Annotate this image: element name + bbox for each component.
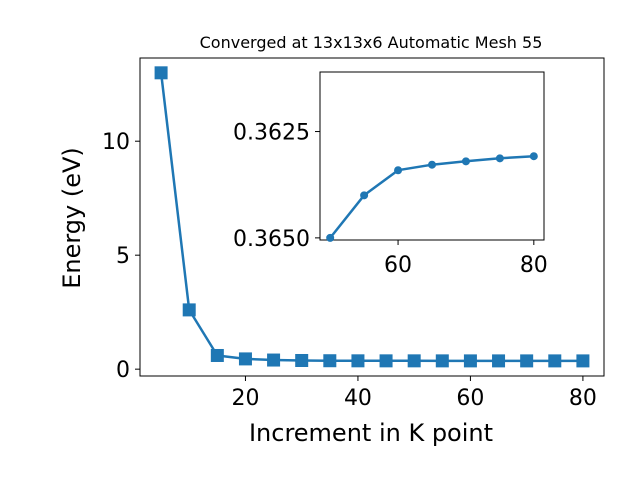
data-point	[407, 354, 421, 368]
x-tick-label: 20	[231, 386, 259, 411]
data-point	[492, 354, 506, 368]
inset-data-point	[461, 157, 470, 166]
inset-x-tick-label: 60	[384, 253, 412, 278]
inset-data-point	[394, 166, 403, 175]
x-tick-label: 60	[456, 386, 484, 411]
y-tick-label: 5	[116, 244, 130, 269]
inset-data-point	[326, 233, 335, 242]
main-series	[154, 66, 590, 368]
inset-ticks: 60 80 0.3625 0.3650	[233, 121, 548, 278]
inset-y-tick-label: 0.3650	[233, 227, 310, 252]
x-tick-label: 40	[344, 386, 372, 411]
inset-series	[326, 152, 538, 242]
inset-plot-frame	[319, 71, 545, 241]
inset-axes: 60 80 0.3625 0.3650	[233, 71, 548, 278]
inset-data-point	[495, 154, 504, 163]
inset-data-point	[360, 191, 369, 200]
data-point	[548, 354, 562, 368]
y-tick-label: 10	[102, 130, 130, 155]
data-point	[379, 354, 393, 368]
x-tick-label: 80	[569, 386, 597, 411]
inset-data-point	[529, 152, 538, 161]
inset-x-tick-label: 80	[520, 253, 548, 278]
series-line	[159, 72, 583, 363]
inset-y-tick-label: 0.3625	[233, 121, 310, 146]
x-axis-label: Increment in K point	[249, 419, 493, 447]
data-point	[520, 354, 534, 368]
data-point	[323, 354, 337, 368]
main-axes: 20 40 60 80 0 5 10	[102, 57, 605, 411]
data-point	[154, 66, 168, 80]
inset-data-point	[428, 160, 436, 169]
main-plot-frame	[139, 57, 605, 377]
data-point	[267, 353, 281, 367]
y-axis-label: Energy (eV)	[58, 147, 86, 289]
data-point	[182, 303, 196, 317]
main-ticks: 20 40 60 80 0 5 10	[102, 130, 597, 411]
data-point	[576, 354, 590, 368]
inset-plot-background	[320, 72, 544, 240]
data-point	[295, 353, 309, 367]
data-point	[463, 354, 477, 368]
data-point	[238, 352, 252, 366]
data-point	[435, 354, 449, 368]
data-point	[210, 348, 224, 362]
data-point	[351, 354, 365, 368]
y-tick-label: 0	[116, 358, 130, 383]
chart-title: Converged at 13x13x6 Automatic Mesh 55	[200, 33, 543, 52]
